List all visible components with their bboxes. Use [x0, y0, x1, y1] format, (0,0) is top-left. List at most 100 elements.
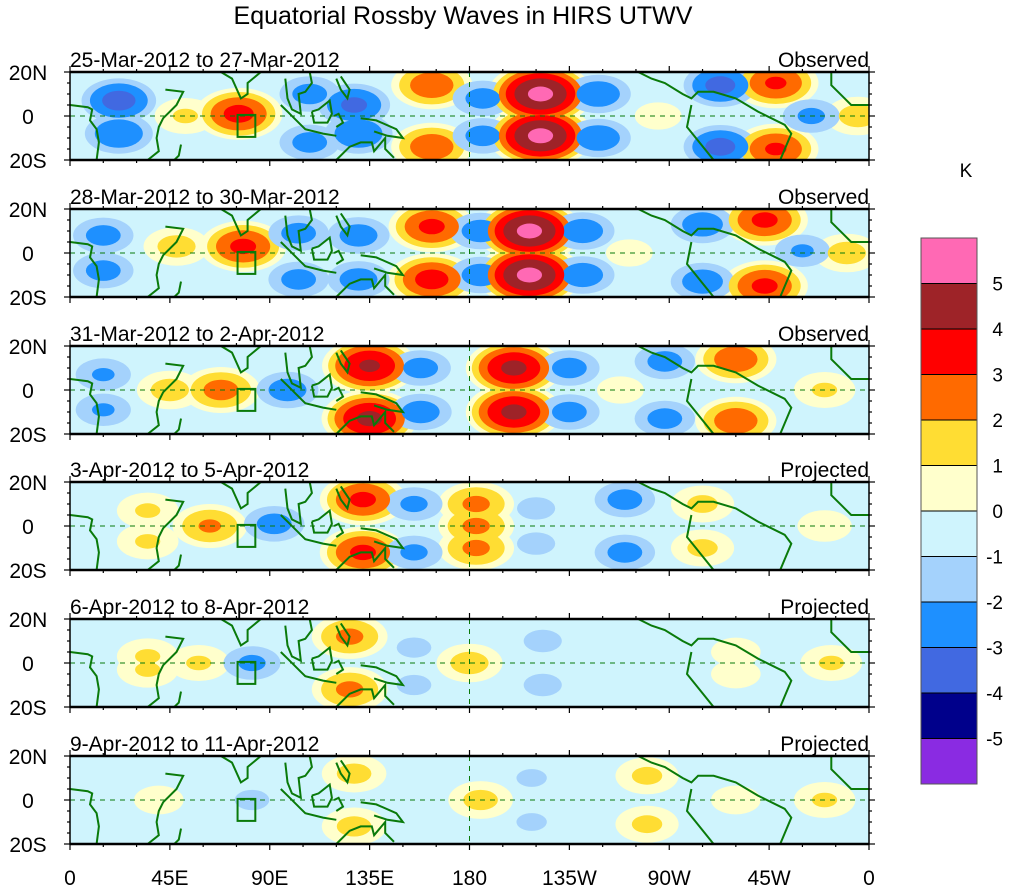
anomaly-contour: [133, 785, 184, 815]
coastline: [360, 664, 406, 687]
anomaly-contour: [523, 629, 562, 653]
anomaly-contour: [516, 267, 543, 283]
coastline: [685, 651, 715, 707]
panel-status-label: Observed: [778, 323, 869, 346]
contour-field: [70, 209, 869, 297]
coastline: [280, 241, 337, 274]
y-tick-label: 0: [22, 106, 34, 129]
anomaly-contour: [85, 225, 121, 246]
anomaly-contour: [705, 137, 736, 156]
anomaly-contour: [682, 269, 723, 294]
anomaly-contour: [751, 278, 778, 294]
panel-status-label: Projected: [780, 733, 869, 756]
colorbar-tick-label: 4: [992, 320, 1003, 341]
panel-6: 9-Apr-2012 to 11-Apr-2012 Projected 20N 0 20…: [9, 733, 875, 857]
anomaly-contour: [102, 90, 136, 111]
anomaly-contour: [551, 357, 587, 379]
y-tick-label: 0: [22, 380, 34, 403]
colorbar-tick-label: 1: [992, 457, 1003, 478]
coastline: [147, 362, 185, 434]
y-tick-label: 0: [22, 516, 34, 539]
anomaly-contour: [631, 815, 663, 834]
coastline: [830, 619, 869, 653]
anomaly-contour: [396, 674, 432, 696]
coastline: [637, 346, 793, 434]
colorbar-tick-label: 3: [992, 366, 1003, 387]
anomaly-contour: [91, 403, 115, 417]
anomaly-contour: [135, 662, 161, 677]
y-tick-label: 0: [22, 243, 34, 266]
coastlines: [70, 209, 869, 297]
anomaly-contour: [576, 125, 620, 151]
coastline: [173, 144, 182, 160]
anomaly-contour: [462, 517, 490, 535]
coastline: [310, 98, 333, 124]
anomaly-contour: [465, 125, 501, 147]
coastline: [335, 759, 351, 785]
anomaly-contour: [396, 637, 432, 658]
panel-status-label: Projected: [780, 596, 869, 619]
anomaly-contour: [256, 513, 292, 535]
colorbar-units-label: K: [960, 161, 973, 182]
coastline: [335, 819, 395, 844]
anomaly-contour: [705, 76, 736, 95]
coastline: [70, 378, 100, 434]
coastline: [284, 209, 313, 253]
panel-date-range: 28-Mar-2012 to 30-Mar-2012: [70, 186, 340, 209]
coastline: [280, 514, 337, 547]
coastline: [220, 756, 262, 784]
colorbar-swatch: [920, 647, 978, 694]
anomaly-contour: [349, 491, 376, 508]
panel-3: 31-Mar-2012 to 2-Apr-2012 Observed 20N 0 20S: [9, 323, 875, 447]
anomaly-contour: [687, 539, 718, 557]
anomaly-contour: [827, 241, 866, 265]
anomaly-contour: [562, 262, 604, 288]
region-box: [236, 660, 257, 685]
y-tick-label: 0: [22, 790, 34, 813]
coastline: [333, 522, 345, 538]
anomaly-contour: [631, 766, 663, 785]
coastline: [70, 651, 100, 707]
coastline: [333, 796, 345, 812]
anomaly-contour: [607, 542, 643, 563]
x-tick-label: 90W: [648, 867, 691, 890]
coastline: [335, 545, 395, 570]
anomaly-contour: [562, 218, 604, 244]
coastline: [173, 281, 182, 297]
coastline: [830, 72, 869, 106]
coastline: [685, 241, 715, 297]
coastline: [173, 828, 182, 844]
coastline: [147, 88, 185, 160]
x-tick-label: 0: [863, 867, 875, 890]
colorbar-frame: [920, 237, 978, 785]
coastline: [637, 209, 793, 297]
coastline: [333, 249, 345, 265]
coastline: [147, 225, 185, 297]
coastline: [333, 386, 345, 402]
anomaly-contour: [281, 269, 317, 290]
colorbar-swatch: [920, 556, 978, 603]
coastline: [280, 651, 337, 684]
coastline: [335, 349, 351, 375]
coastlines: [70, 482, 869, 570]
coastline: [335, 135, 395, 160]
coastline: [335, 272, 395, 297]
coastline: [173, 418, 182, 434]
colorbar-tick-label: -5: [986, 730, 1003, 751]
y-tick-label: 20N: [9, 62, 48, 85]
colorbar-tick-label: -1: [986, 548, 1003, 569]
anomaly-contour: [714, 346, 758, 373]
coastline: [284, 482, 313, 526]
coastline: [280, 104, 337, 137]
coastline: [685, 378, 715, 434]
colorbar-swatch: [920, 465, 978, 512]
coastline: [360, 391, 406, 414]
anomaly-contour: [403, 357, 439, 379]
anomaly-contour: [527, 128, 554, 144]
coastline: [360, 117, 406, 140]
y-tick-label: 20S: [9, 834, 46, 857]
anomaly-contour: [765, 142, 787, 156]
anomaly-contour: [339, 224, 378, 247]
coastline: [333, 659, 345, 675]
coastline: [220, 72, 262, 100]
